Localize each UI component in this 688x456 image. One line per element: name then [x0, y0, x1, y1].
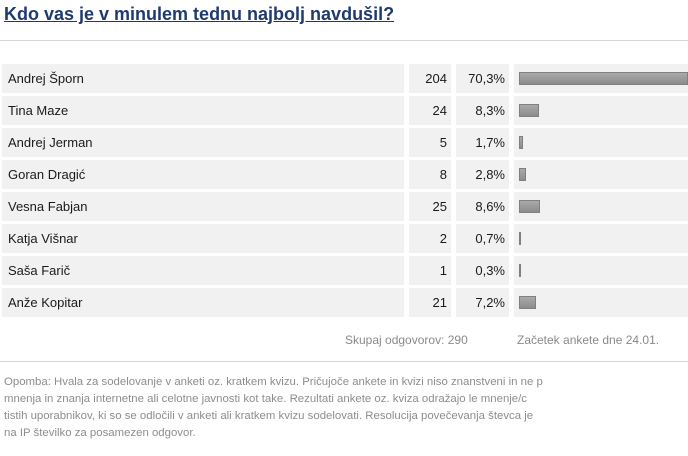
option-percent: 0,3% — [456, 256, 509, 285]
option-votes: 5 — [409, 128, 451, 157]
option-name: Anže Kopitar — [2, 288, 404, 317]
option-name: Katja Višnar — [2, 224, 404, 253]
poll-row-3: Goran Dragić 8 2,8% — [2, 160, 688, 189]
option-percent: 70,3% — [456, 64, 509, 93]
poll-row-2: Andrej Jerman 5 1,7% — [2, 128, 688, 157]
note-divider — [0, 361, 688, 362]
note-line: Opomba: Hvala za sodelovanje v anketi oz… — [4, 376, 543, 388]
option-name: Andrej Šporn — [2, 64, 404, 93]
poll-start-date: Začetek ankete dne 24.01. — [517, 333, 660, 347]
option-bar-track — [514, 256, 688, 285]
option-name: Vesna Fabjan — [2, 192, 404, 221]
option-percent: 8,6% — [456, 192, 509, 221]
option-bar-fill — [519, 264, 521, 277]
option-bar-fill — [519, 296, 536, 309]
option-name: Andrej Jerman — [2, 128, 404, 157]
option-percent: 0,7% — [456, 224, 509, 253]
poll-row-7: Anže Kopitar 21 7,2% — [2, 288, 688, 317]
option-bar-track — [514, 288, 688, 317]
option-name: Saša Farič — [2, 256, 404, 285]
poll-row-5: Katja Višnar 2 0,7% — [2, 224, 688, 253]
option-bar-track — [514, 224, 688, 253]
title-divider — [0, 40, 688, 41]
option-bar-track — [514, 64, 688, 93]
option-bar-fill — [519, 232, 521, 245]
option-bar-track — [514, 160, 688, 189]
option-name: Goran Dragić — [2, 160, 404, 189]
note-line: na IP številko za posamezen odgovor. — [4, 427, 196, 439]
option-bar-track — [514, 128, 688, 157]
option-votes: 8 — [409, 160, 451, 189]
poll-row-1: Tina Maze 24 8,3% — [2, 96, 688, 125]
option-percent: 1,7% — [456, 128, 509, 157]
option-bar-fill — [519, 72, 688, 85]
poll-row-6: Saša Farič 1 0,3% — [2, 256, 688, 285]
option-votes: 21 — [409, 288, 451, 317]
option-votes: 24 — [409, 96, 451, 125]
option-votes: 204 — [409, 64, 451, 93]
note-line: tistih uporabnikov, ki so se odločili v … — [4, 410, 534, 422]
option-bar-fill — [519, 104, 539, 117]
option-percent: 8,3% — [456, 96, 509, 125]
disclaimer-note: Opomba: Hvala za sodelovanje v anketi oz… — [4, 374, 688, 442]
option-percent: 7,2% — [456, 288, 509, 317]
option-bar-track — [514, 192, 688, 221]
option-votes: 25 — [409, 192, 451, 221]
option-votes: 2 — [409, 224, 451, 253]
option-bar-fill — [519, 200, 540, 213]
option-name: Tina Maze — [2, 96, 404, 125]
option-votes: 1 — [409, 256, 451, 285]
poll-question: Kdo vas je v minulem tednu najbolj navdu… — [4, 4, 395, 24]
note-line: mnenja in znanja internetne ali celotne … — [4, 393, 528, 405]
total-responses: Skupaj odgovorov: 290 — [345, 333, 468, 347]
poll-results-table: Andrej Šporn 204 70,3% Tina Maze 24 8,3%… — [2, 64, 688, 320]
option-bar-track — [514, 96, 688, 125]
option-percent: 2,8% — [456, 160, 509, 189]
option-bar-fill — [519, 168, 526, 181]
option-bar-fill — [519, 136, 523, 149]
poll-row-0: Andrej Šporn 204 70,3% — [2, 64, 688, 93]
poll-row-4: Vesna Fabjan 25 8,6% — [2, 192, 688, 221]
